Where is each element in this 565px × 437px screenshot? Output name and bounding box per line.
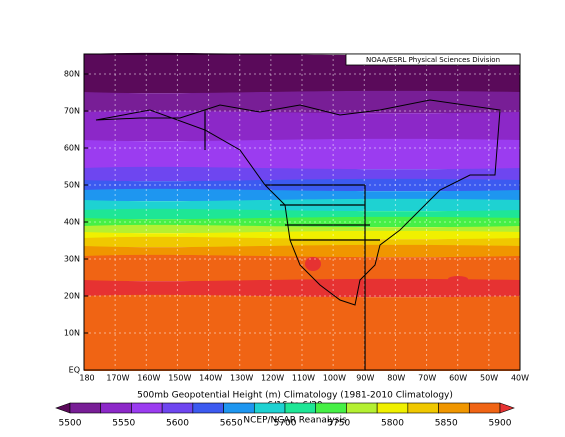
height-band xyxy=(84,294,520,371)
colorbar-swatch xyxy=(438,402,470,414)
colorbar-swatch xyxy=(284,402,317,414)
lat-label: EQ xyxy=(69,366,80,375)
colorbar-swatch xyxy=(69,402,102,414)
lon-label: 70W xyxy=(418,374,436,383)
lon-label: 60W xyxy=(449,374,467,383)
borders xyxy=(204,110,380,370)
colorbar-label: 5600 xyxy=(166,419,189,429)
credit-box xyxy=(345,53,521,66)
height-band xyxy=(84,254,520,281)
colorbar: 5500 5550 5600 5650 5700 5750 5800 5850 5900 xyxy=(55,402,515,429)
colorbar-label: 5800 xyxy=(381,419,404,429)
height-band xyxy=(84,236,520,247)
height-band xyxy=(84,278,520,297)
map-frame xyxy=(83,53,521,371)
lat-label: 50N xyxy=(64,181,80,190)
colorbar-label: 5750 xyxy=(327,419,350,429)
colorbar-label: 5850 xyxy=(435,419,458,429)
lon-label: 170W xyxy=(106,374,129,383)
height-band xyxy=(84,90,520,113)
lon-label: 130W xyxy=(230,374,253,383)
coastline xyxy=(95,99,501,306)
colorbar-swatch xyxy=(253,402,286,414)
colorbar-label: 5700 xyxy=(274,419,297,429)
lon-label: 90W xyxy=(356,374,374,383)
lon-label: 110W xyxy=(292,374,315,383)
lon-label: 100W xyxy=(323,374,346,383)
lon-label: 40W xyxy=(511,374,529,383)
lat-label: 20N xyxy=(64,292,80,301)
map xyxy=(83,52,521,371)
lat-label: 10N xyxy=(64,329,80,338)
colorbar-end xyxy=(55,402,71,414)
lon-label: 160W xyxy=(137,374,160,383)
lon-label: 120W xyxy=(261,374,284,383)
map-title: 500mb Geopotential Height (m) Climatolog… xyxy=(137,391,453,401)
height-band xyxy=(84,208,520,219)
height-band xyxy=(84,166,520,181)
lon-label: 140W xyxy=(199,374,222,383)
colorbar-label: 5500 xyxy=(59,419,82,429)
colorbar-end xyxy=(499,402,515,414)
colorbar-label: 5900 xyxy=(489,419,512,429)
lat-label: 60N xyxy=(64,144,80,153)
colorbar-label: 5650 xyxy=(220,419,243,429)
lon-label: 180 xyxy=(79,374,94,383)
lon-label: 150W xyxy=(168,374,191,383)
colorbar-swatch xyxy=(192,402,224,414)
colorbar-swatch xyxy=(376,402,409,414)
high-center xyxy=(305,257,321,271)
lat-label: 30N xyxy=(64,255,80,264)
data-source: NCEP/NCAR Reanalysis xyxy=(243,416,347,426)
lat-label: 80N xyxy=(64,70,80,79)
height-band xyxy=(84,138,520,169)
lat-label: 40N xyxy=(64,218,80,227)
colorbar-swatch xyxy=(100,402,132,414)
colorbar-label: 5550 xyxy=(112,419,135,429)
colorbar-swatch xyxy=(346,402,378,414)
colorbar-swatch xyxy=(161,402,194,414)
colorbar-swatch xyxy=(315,402,347,414)
lon-label: 50W xyxy=(480,374,498,383)
colorbar-swatch xyxy=(407,402,439,414)
colorbar-swatch xyxy=(223,402,255,414)
lon-label: 80W xyxy=(387,374,405,383)
lat-label: 70N xyxy=(64,107,80,116)
colorbar-swatch xyxy=(468,402,501,414)
credit: NOAA/ESRL Physical Sciences Division xyxy=(366,56,500,64)
colorbar-swatch xyxy=(131,402,163,414)
